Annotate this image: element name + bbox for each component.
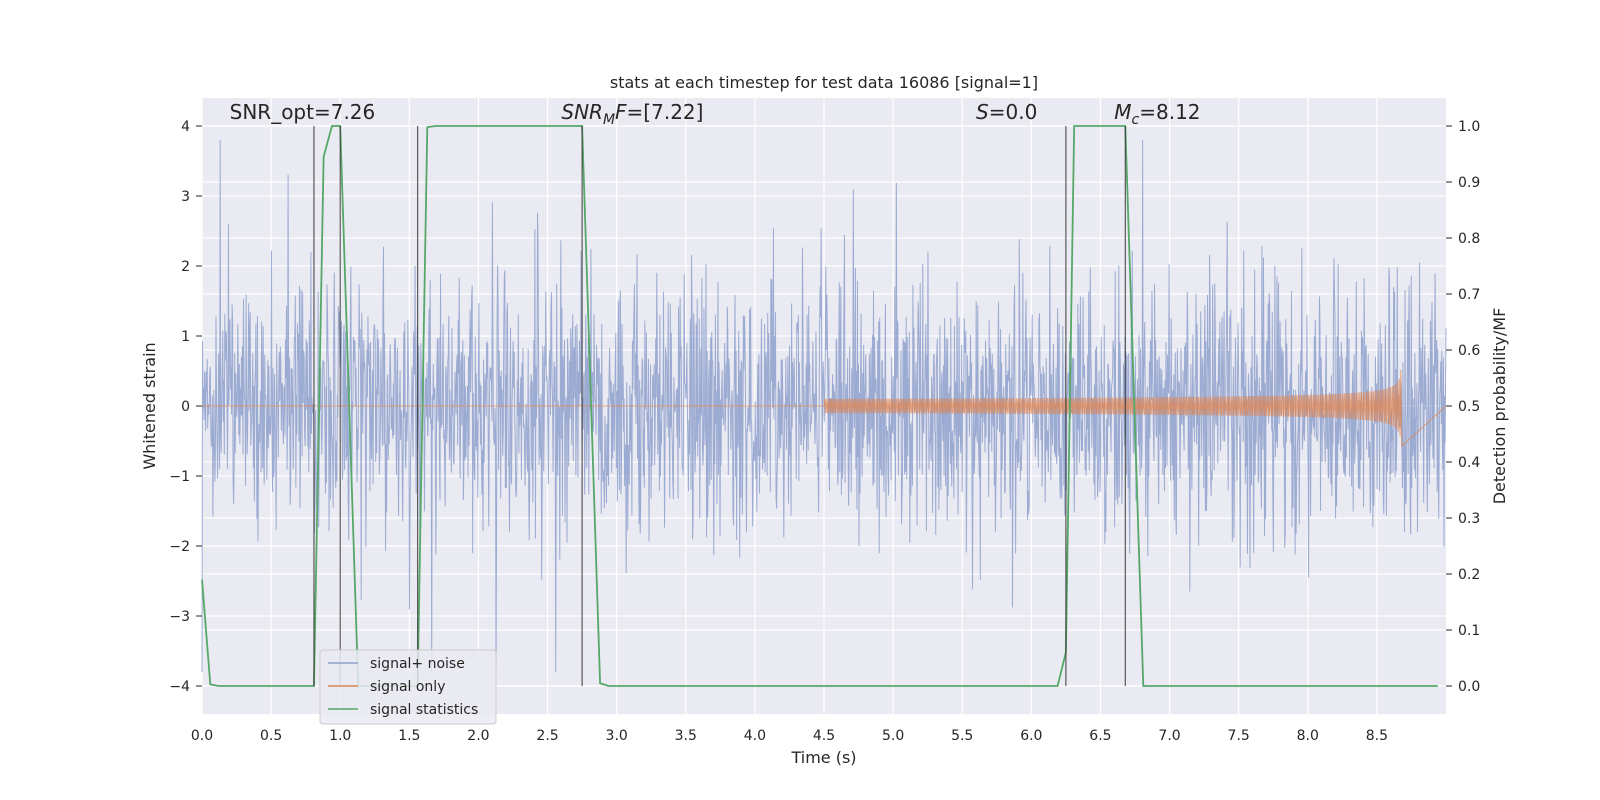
x-tick-label: 7.0 [1158,728,1180,744]
legend-label-signal-noise: signal+ noise [370,656,465,672]
y2-tick-label: 0.2 [1458,567,1480,583]
data-layer [201,125,1447,687]
y-tick-label: 1 [181,329,190,345]
y2-tick-label: 0.6 [1458,343,1480,359]
x-tick-label: 1.0 [329,728,351,744]
legend-label-signal-statistics: signal statistics [370,702,478,718]
y-tick-label: −4 [169,679,190,695]
x-tick-label: 2.5 [536,728,558,744]
annotation-text: SNR_opt=7.26 [230,100,376,124]
annotation-text: Mc=8.12 [1114,100,1200,128]
y-tick-label: 2 [181,259,190,275]
y2-tick-label: 0.8 [1458,231,1480,247]
x-tick-label: 0.5 [260,728,282,744]
x-tick-label: 8.5 [1366,728,1388,744]
annotation-text: S=0.0 [976,100,1037,124]
y-tick-label: −2 [169,539,190,555]
y-tick-label: −3 [169,609,190,625]
y-tick-labels: 4 3 2 1 0 −1 −2 −3 −4 [169,119,202,695]
x-axis-label: Time (s) [790,748,856,767]
series-signal-statistics [201,125,1438,687]
x-tick-label: 6.0 [1020,728,1042,744]
vertical-lines [313,126,1126,686]
y2-tick-label: 0.0 [1458,679,1480,695]
legend: signal+ noise signal only signal statist… [319,649,497,725]
x-tick-label: 7.5 [1228,728,1250,744]
x-tick-label: 0.0 [191,728,213,744]
y-tick-label: 4 [181,119,190,135]
legend-box [319,649,497,725]
chart-title: stats at each timestep for test data 160… [610,73,1038,92]
y2-tick-label: 0.5 [1458,399,1480,415]
y2-tick-label: 0.1 [1458,623,1480,639]
x-tick-label: 8.0 [1297,728,1319,744]
y2-tick-label: 0.7 [1458,287,1480,303]
legend-label-signal-only: signal only [370,679,445,695]
y-tick-label: 0 [181,399,190,415]
annotation-text: SNRMF=[7.22] [561,100,703,128]
annotations: SNR_opt=7.26 SNRMF=[7.22] S=0.0 Mc=8.12 [230,100,1201,128]
x-tick-label: 5.5 [951,728,973,744]
y-tick-label: 3 [181,189,190,205]
y-axis-label: Whitened strain [140,342,159,469]
x-tick-label: 3.5 [675,728,697,744]
y-tick-label: −1 [169,469,190,485]
x-tick-labels: 0.0 0.5 1.0 1.5 2.0 2.5 3.0 3.5 4.0 4.5 5.0 5.5 6.0 6… [191,728,1388,744]
y2-tick-labels: 1.0 0.9 0.8 0.7 0.6 0.5 0.4 0.3 0.2 0.1 0.0 [1446,119,1480,695]
y2-tick-label: 1.0 [1458,119,1480,135]
x-tick-label: 3.0 [606,728,628,744]
x-tick-label: 2.0 [467,728,489,744]
y2-tick-label: 0.4 [1458,455,1480,471]
y2-tick-label: 0.9 [1458,175,1480,191]
y2-tick-label: 0.3 [1458,511,1480,527]
y2-axis-label: Detection probability/MF [1490,308,1509,505]
x-tick-label: 4.5 [813,728,835,744]
x-tick-label: 1.5 [398,728,420,744]
series-signal-only [202,369,1447,448]
x-tick-label: 6.5 [1089,728,1111,744]
x-tick-label: 4.0 [744,728,766,744]
x-tick-label: 5.0 [882,728,904,744]
